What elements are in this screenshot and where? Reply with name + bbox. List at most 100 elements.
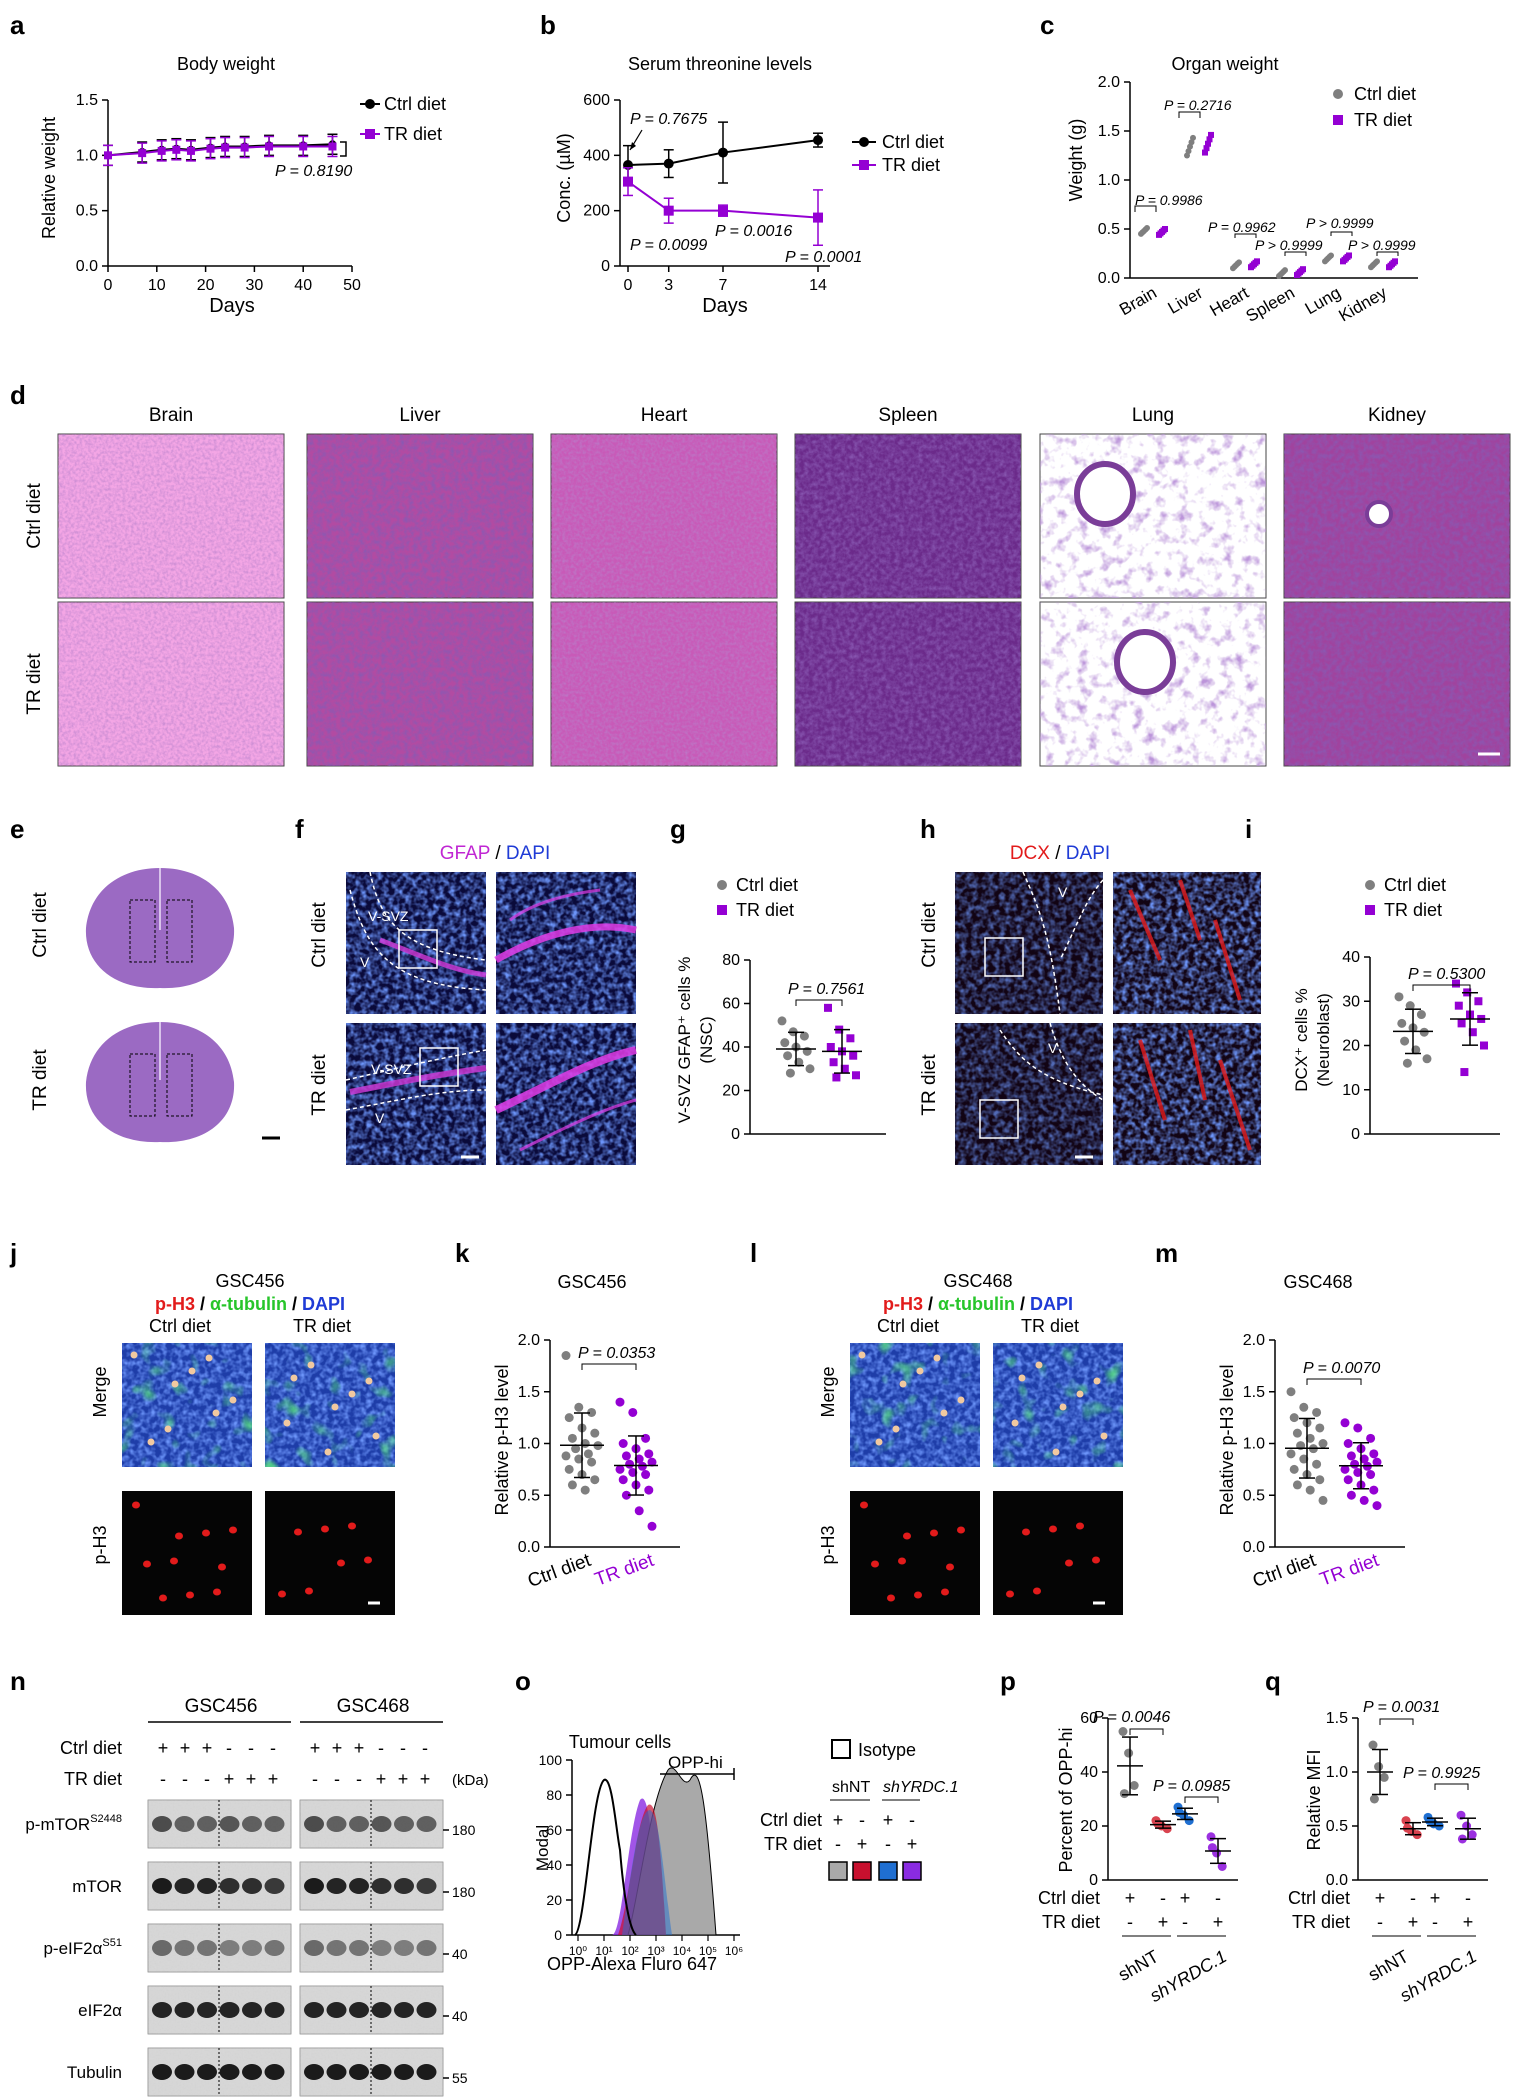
data-point <box>1292 1480 1302 1490</box>
row-label: TR diet <box>309 1054 330 1116</box>
data-point <box>299 142 308 151</box>
panel-n-western-blot: GSC456 GSC468 Ctrl diet TR diet (kDa) + +… <box>25 1696 489 2097</box>
data-point <box>1292 1428 1302 1438</box>
he-image-lung-tr <box>1039 601 1267 767</box>
column-label: Ctrl diet <box>149 1316 211 1336</box>
x-category-label: Ctrl diet <box>1250 1550 1319 1592</box>
data-point <box>590 1475 600 1485</box>
data-point <box>1289 1464 1299 1474</box>
y-tick-label: 0.0 <box>1243 1539 1265 1556</box>
data-point <box>1152 1818 1162 1828</box>
sign-label: + <box>1375 1888 1386 1908</box>
y-tick-label: 0.0 <box>518 1539 540 1556</box>
panel-p-opp-percent-chart: Percent of OPP-hi 0 20 40 60 P = 0.0046 P =… <box>1038 1709 1238 2006</box>
row-ctrl-label: Ctrl diet <box>1038 1888 1100 1908</box>
kda-label: (kDa) <box>452 1772 489 1789</box>
data-point <box>832 1073 841 1082</box>
sign-label: - <box>378 1738 384 1758</box>
legend-tr-label: TR diet <box>736 900 794 920</box>
data-point <box>647 1457 657 1467</box>
data-point <box>647 1521 657 1531</box>
panel-letter-l: l <box>750 1238 757 1268</box>
chart-title: Organ weight <box>1171 54 1278 74</box>
data-point <box>1346 1490 1356 1500</box>
panel-letter-m: m <box>1155 1238 1178 1268</box>
y-tick-label: 0.5 <box>518 1487 540 1504</box>
y-tick-label: 200 <box>583 203 610 220</box>
stain-dapi-label: DAPI <box>1066 843 1110 864</box>
y-axis-label: (NSC) <box>697 1016 716 1063</box>
y-tick-label: 0.5 <box>1098 221 1120 238</box>
sign-label: + <box>224 1769 235 1789</box>
panel-e-brain-sections: Ctrl diet TR diet <box>30 868 280 1143</box>
data-point <box>846 1034 855 1043</box>
data-point <box>1369 1485 1379 1495</box>
data-point <box>1452 979 1460 988</box>
y-tick-label: 0.0 <box>1326 1872 1348 1889</box>
blot-band <box>394 1878 414 1894</box>
y-tick-label: 1.0 <box>1098 172 1120 189</box>
sign-label: + <box>1408 1912 1419 1932</box>
kda-marker: 180 <box>452 1884 476 1900</box>
data-point <box>1369 1449 1379 1459</box>
he-image-brain-tr <box>57 601 285 767</box>
pvalue-label: P = 0.0353 <box>578 1345 655 1362</box>
y-tick-label: 1.5 <box>1326 1710 1348 1727</box>
row-label: Merge <box>818 1366 838 1417</box>
data-point <box>718 147 728 158</box>
x-tick-label: 0 <box>624 277 633 294</box>
stain-gfap-label: GFAP <box>440 843 490 864</box>
data-point <box>1405 1001 1415 1011</box>
blot-band <box>152 1878 172 1894</box>
data-point <box>615 1464 625 1474</box>
data-point <box>1203 145 1210 152</box>
blot-band <box>349 1816 369 1832</box>
y-axis-label: (Neuroblast) <box>1314 993 1333 1087</box>
pvalue-label: P = 0.0016 <box>715 223 792 240</box>
blot-band <box>242 1878 262 1894</box>
data-point <box>615 1397 625 1407</box>
svg-text:DCX / DAPI: DCX / DAPI <box>1010 843 1110 864</box>
blot-band <box>326 1940 347 1956</box>
y-tick-label: 0 <box>554 1927 562 1943</box>
y-axis-label: V-SVZ GFAP⁺ cells % <box>675 957 694 1124</box>
panel-letter-p: p <box>1000 1666 1016 1696</box>
y-tick-label: 10 <box>1342 1082 1360 1099</box>
panel-letter-h: h <box>920 814 936 844</box>
y-tick-label: 600 <box>583 92 610 109</box>
x-tick-label: 10¹ <box>595 1944 612 1958</box>
blot-label: p-mTORS2448 <box>25 1813 122 1834</box>
y-tick-label: 1.5 <box>1243 1384 1265 1401</box>
sign-label: + <box>1430 1888 1441 1908</box>
sign-label: - <box>1182 1912 1188 1932</box>
series-line <box>627 180 819 219</box>
y-tick-label: 0.0 <box>1098 270 1120 287</box>
x-tick-label: 7 <box>719 277 728 294</box>
data-point <box>1119 1789 1129 1799</box>
data-point <box>1350 1459 1360 1469</box>
blot-strip <box>299 1799 444 1849</box>
y-tick-label: 20 <box>722 1083 740 1100</box>
x-group-label: shYRDC.1 <box>1396 1946 1480 2006</box>
y-tick-label: 20 <box>546 1892 562 1908</box>
svg-text:p-H3 / α-tubulin / DAPI: p-H3 / α-tubulin / DAPI <box>883 1294 1073 1314</box>
x-category-label: Ctrl diet <box>525 1550 594 1592</box>
blot-label: Tubulin <box>67 2063 122 2082</box>
blot-band <box>219 2064 240 2080</box>
data-point <box>1289 1413 1299 1423</box>
data-point <box>1162 226 1168 232</box>
sign-label: - <box>356 1769 362 1789</box>
data-point <box>1474 997 1483 1006</box>
x-group-label: shNT <box>1365 1946 1412 1985</box>
blot-band <box>152 2002 172 2018</box>
sign-label: - <box>248 1738 254 1758</box>
y-tick-label: 40 <box>1080 1764 1098 1781</box>
y-tick-label: 1.5 <box>518 1384 540 1401</box>
sign-label: + <box>376 1769 387 1789</box>
y-tick-label: 1.0 <box>518 1436 540 1453</box>
legend-swatch <box>902 1861 922 1881</box>
y-tick-label: 0 <box>601 258 610 275</box>
data-point <box>621 1451 631 1461</box>
data-point <box>1315 1475 1325 1485</box>
y-tick-label: 0.5 <box>1326 1818 1348 1835</box>
